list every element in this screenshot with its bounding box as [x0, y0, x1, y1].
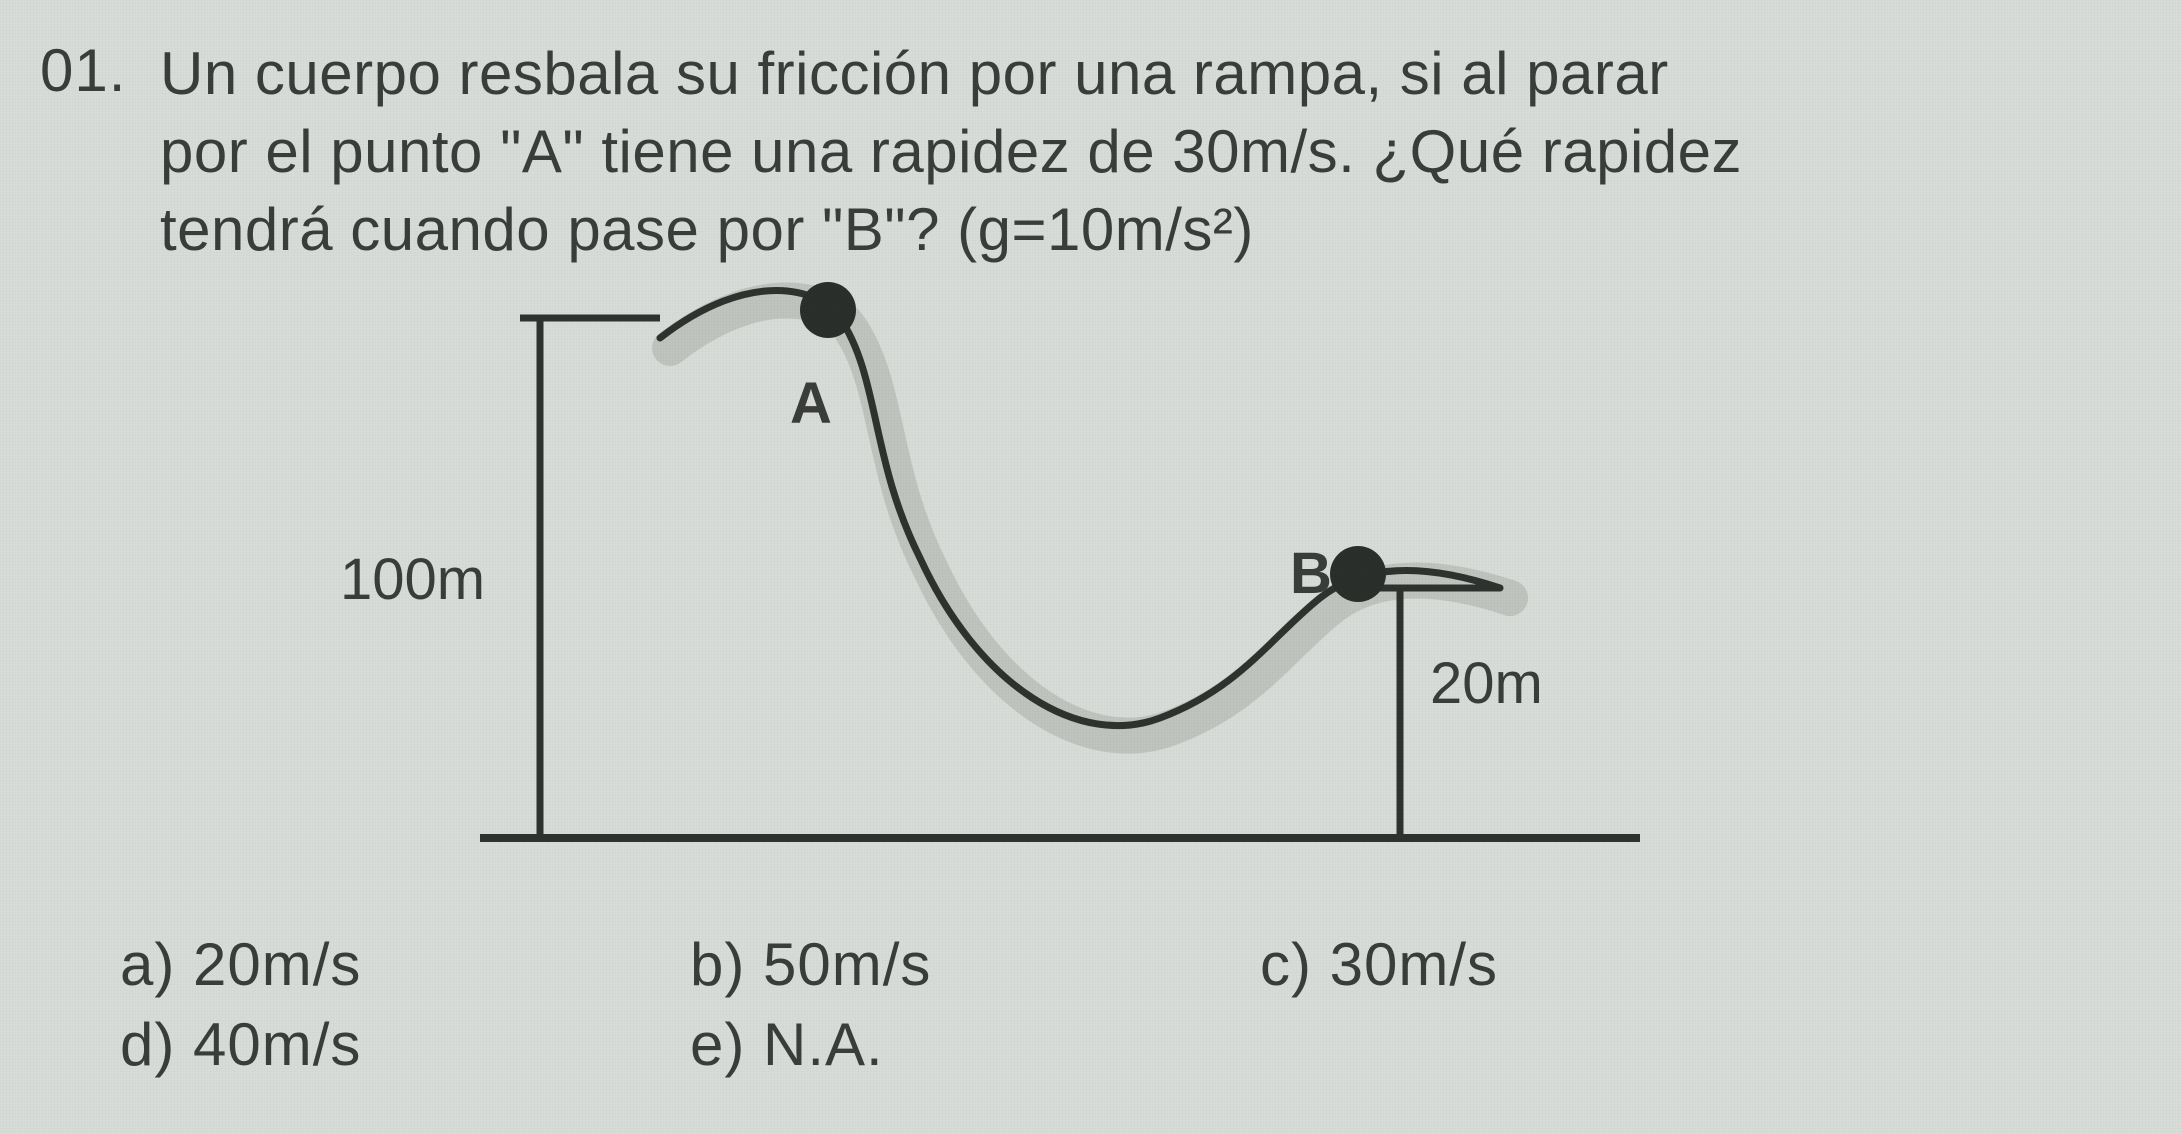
label-point-a: A — [790, 370, 832, 437]
question-line-1: Un cuerpo resbala su fricción por una ra… — [160, 36, 1669, 111]
label-height-b: 20m — [1430, 650, 1543, 717]
label-point-b: B — [1290, 540, 1332, 607]
option-a[interactable]: a) 20m/s — [120, 930, 361, 999]
option-d[interactable]: d) 40m/s — [120, 1010, 361, 1079]
ramp-curve — [660, 291, 1500, 726]
ramp-diagram — [440, 278, 1680, 878]
ball-a — [800, 282, 856, 338]
ramp-shadow — [670, 301, 1510, 736]
option-c[interactable]: c) 30m/s — [1260, 930, 1498, 999]
ball-b — [1330, 546, 1386, 602]
option-e[interactable]: e) N.A. — [690, 1010, 884, 1079]
label-height-a: 100m — [340, 546, 485, 613]
question-line-3: tendrá cuando pase por "B"? (g=10m/s²) — [160, 192, 1254, 267]
question-line-2: por el punto "A" tiene una rapidez de 30… — [160, 114, 1742, 189]
question-number: 01. — [40, 36, 126, 105]
option-b[interactable]: b) 50m/s — [690, 930, 931, 999]
